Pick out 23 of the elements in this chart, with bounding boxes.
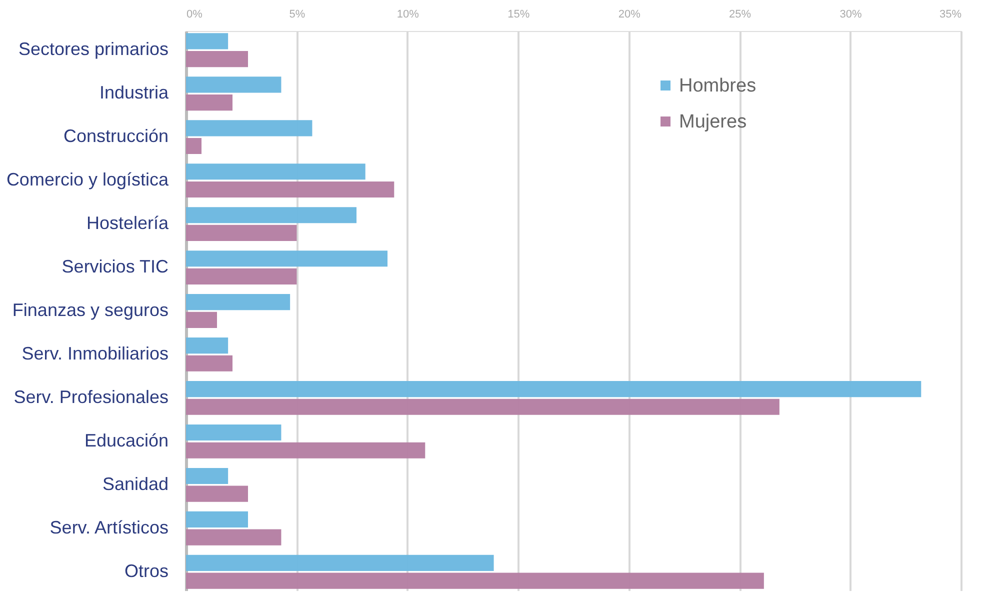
y-tick-label: Finanzas y seguros: [12, 300, 168, 320]
y-tick-label: Hostelería: [86, 213, 170, 234]
legend-label: Mujeres: [679, 112, 747, 132]
x-tick-label: 30%: [840, 8, 862, 20]
y-tick-label: Servicios TIC: [62, 256, 168, 277]
y-tick-label: Construcción: [63, 126, 168, 146]
y-tick-label: Educación: [84, 430, 168, 450]
x-tick-label: 25%: [729, 8, 752, 20]
x-tick-label: 20%: [618, 8, 641, 20]
y-tick-label: Sanidad: [102, 474, 168, 494]
x-tick-label: 15%: [508, 8, 530, 20]
y-tick-label: Serv. Profesionales: [14, 386, 168, 407]
x-tick-label: 35%: [939, 8, 962, 20]
legend-label: Hombres: [679, 76, 756, 96]
y-tick-label: Serv. Inmobiliarios: [22, 343, 168, 364]
y-tick-label: Otros: [124, 560, 168, 581]
y-tick-label: Serv. Artísticos: [50, 517, 168, 538]
y-tick-label: Comercio y logística: [6, 170, 170, 190]
x-tick-label: 5%: [289, 8, 306, 20]
y-tick-label: Industria: [99, 82, 170, 103]
x-tick-label: 0%: [186, 8, 203, 20]
y-tick-label: Sectores primarios: [18, 39, 168, 60]
x-tick-label: 10%: [396, 8, 420, 20]
